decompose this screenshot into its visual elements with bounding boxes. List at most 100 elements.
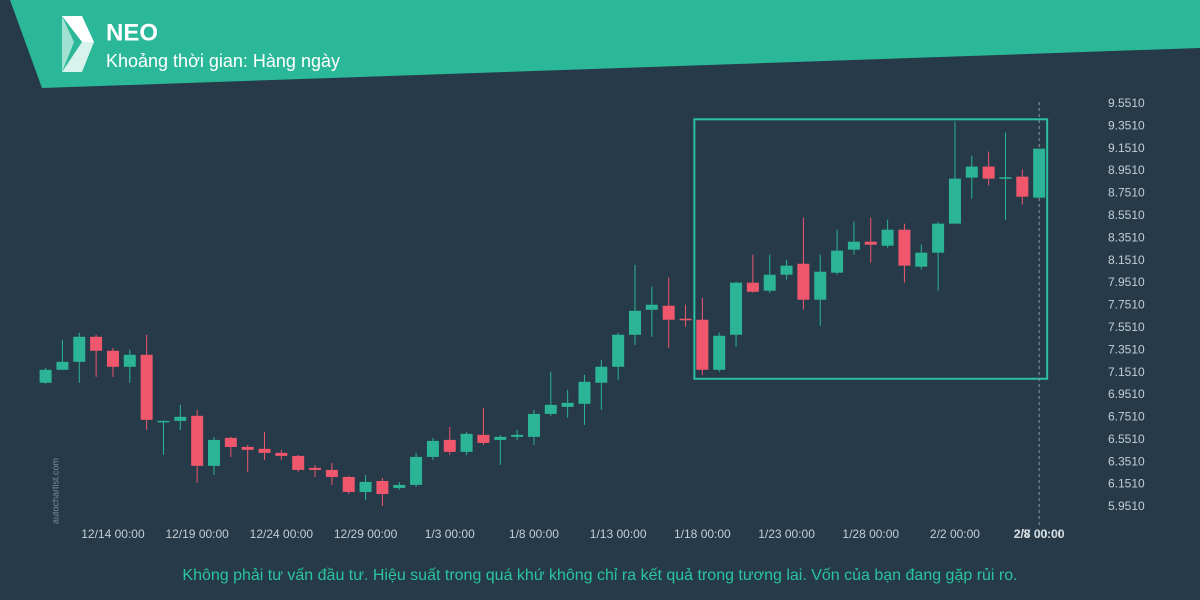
candle-body bbox=[578, 381, 591, 404]
candle-body bbox=[544, 404, 557, 414]
x-tick-label: 12/29 00:00 bbox=[334, 527, 398, 541]
candle-body bbox=[948, 178, 961, 224]
y-tick-label: 8.9510 bbox=[1108, 163, 1145, 177]
y-tick-label: 9.5510 bbox=[1108, 96, 1145, 110]
candle-body bbox=[258, 448, 271, 453]
candle-body bbox=[460, 433, 473, 452]
y-tick-label: 7.1510 bbox=[1108, 365, 1145, 379]
candle-body bbox=[746, 282, 759, 292]
y-tick-label: 7.3510 bbox=[1108, 342, 1145, 356]
x-tick-label: 2/2 00:00 bbox=[930, 527, 980, 541]
candle-body bbox=[73, 336, 86, 362]
y-tick-label: 9.1510 bbox=[1108, 141, 1145, 155]
x-tick-label: 1/18 00:00 bbox=[674, 527, 731, 541]
candle-body bbox=[662, 305, 675, 320]
candle-body bbox=[965, 166, 978, 178]
candle-body bbox=[376, 480, 389, 494]
candle-body bbox=[561, 402, 574, 407]
candle-body bbox=[140, 354, 153, 420]
y-tick-label: 8.7510 bbox=[1108, 186, 1145, 200]
watermark: autochartist.com bbox=[50, 458, 60, 524]
highlight-box bbox=[693, 118, 1049, 380]
candle-body bbox=[612, 334, 625, 367]
header-subtitle: Khoảng thời gian: Hàng ngày bbox=[106, 51, 340, 71]
y-tick-label: 7.9510 bbox=[1108, 275, 1145, 289]
candle-body bbox=[359, 481, 372, 492]
candle-body bbox=[730, 282, 743, 335]
candle-body bbox=[477, 434, 490, 443]
candle-body bbox=[90, 336, 103, 351]
candle-body bbox=[292, 455, 305, 470]
candle-body bbox=[410, 456, 423, 485]
y-tick-label: 8.1510 bbox=[1108, 253, 1145, 267]
candle-body bbox=[157, 420, 170, 423]
candle-body bbox=[494, 436, 507, 440]
y-tick-label: 7.7510 bbox=[1108, 298, 1145, 312]
candle-body bbox=[511, 434, 524, 437]
candle-body bbox=[847, 241, 860, 250]
header-title: NEO bbox=[106, 19, 158, 46]
y-tick-label: 6.7510 bbox=[1108, 410, 1145, 424]
candle-body bbox=[342, 476, 355, 492]
candle-body bbox=[426, 440, 439, 457]
candle-body bbox=[1016, 176, 1029, 197]
candle-body bbox=[527, 413, 540, 437]
candle-body bbox=[309, 467, 322, 470]
candle-body bbox=[275, 452, 288, 456]
x-tick-label: 2/7 00:00 bbox=[1014, 527, 1064, 541]
disclaimer: Không phải tư vấn đầu tư. Hiệu suất tron… bbox=[182, 567, 1017, 584]
candle-body bbox=[898, 229, 911, 266]
candle-body bbox=[443, 439, 456, 452]
x-tick-label: 1/23 00:00 bbox=[758, 527, 815, 541]
x-tick-label: 12/19 00:00 bbox=[165, 527, 229, 541]
candle-body bbox=[174, 416, 187, 421]
candle-body bbox=[780, 265, 793, 275]
candle-body bbox=[595, 366, 608, 383]
x-tick-label: 1/8 00:00 bbox=[509, 527, 559, 541]
y-tick-label: 7.5510 bbox=[1108, 320, 1145, 334]
candle-body bbox=[797, 263, 810, 300]
candle-body bbox=[932, 223, 945, 253]
candle-body bbox=[982, 166, 995, 179]
y-tick-label: 6.9510 bbox=[1108, 387, 1145, 401]
candle-body bbox=[39, 369, 52, 383]
candle-body bbox=[393, 484, 406, 488]
candle-body bbox=[713, 335, 726, 370]
candle-body bbox=[56, 361, 69, 370]
candle-body bbox=[763, 274, 776, 291]
candle-body bbox=[881, 229, 894, 246]
y-tick-label: 6.1510 bbox=[1108, 477, 1145, 491]
x-tick-label: 1/13 00:00 bbox=[590, 527, 647, 541]
candle-body bbox=[629, 310, 641, 335]
candle-body bbox=[831, 250, 844, 273]
candle-body bbox=[241, 446, 254, 450]
crosshair-label: 2/8 00:00 bbox=[1014, 527, 1065, 541]
candle-body bbox=[1033, 148, 1046, 198]
x-tick-label: 12/14 00:00 bbox=[81, 527, 145, 541]
y-tick-label: 8.5510 bbox=[1108, 208, 1145, 222]
header-band bbox=[10, 0, 1200, 88]
candle-body bbox=[325, 469, 338, 477]
candle-body bbox=[123, 354, 136, 367]
candle-body bbox=[696, 319, 709, 370]
x-tick-label: 12/24 00:00 bbox=[250, 527, 314, 541]
candle-body bbox=[999, 177, 1012, 179]
x-tick-label: 1/3 00:00 bbox=[425, 527, 475, 541]
candle-body bbox=[814, 271, 827, 300]
candle-body bbox=[191, 415, 204, 466]
y-tick-label: 8.3510 bbox=[1108, 230, 1145, 244]
candle-body bbox=[106, 350, 119, 367]
candle-body bbox=[645, 304, 658, 310]
candle-body bbox=[864, 241, 877, 245]
y-tick-label: 6.3510 bbox=[1108, 454, 1145, 468]
candle-body bbox=[224, 437, 237, 447]
candle-body bbox=[208, 439, 220, 466]
x-tick-label: 1/28 00:00 bbox=[842, 527, 899, 541]
candle-body bbox=[915, 252, 928, 267]
y-tick-label: 6.5510 bbox=[1108, 432, 1145, 446]
y-tick-label: 5.9510 bbox=[1108, 499, 1145, 513]
candle-body bbox=[679, 318, 692, 321]
logo bbox=[62, 16, 94, 72]
